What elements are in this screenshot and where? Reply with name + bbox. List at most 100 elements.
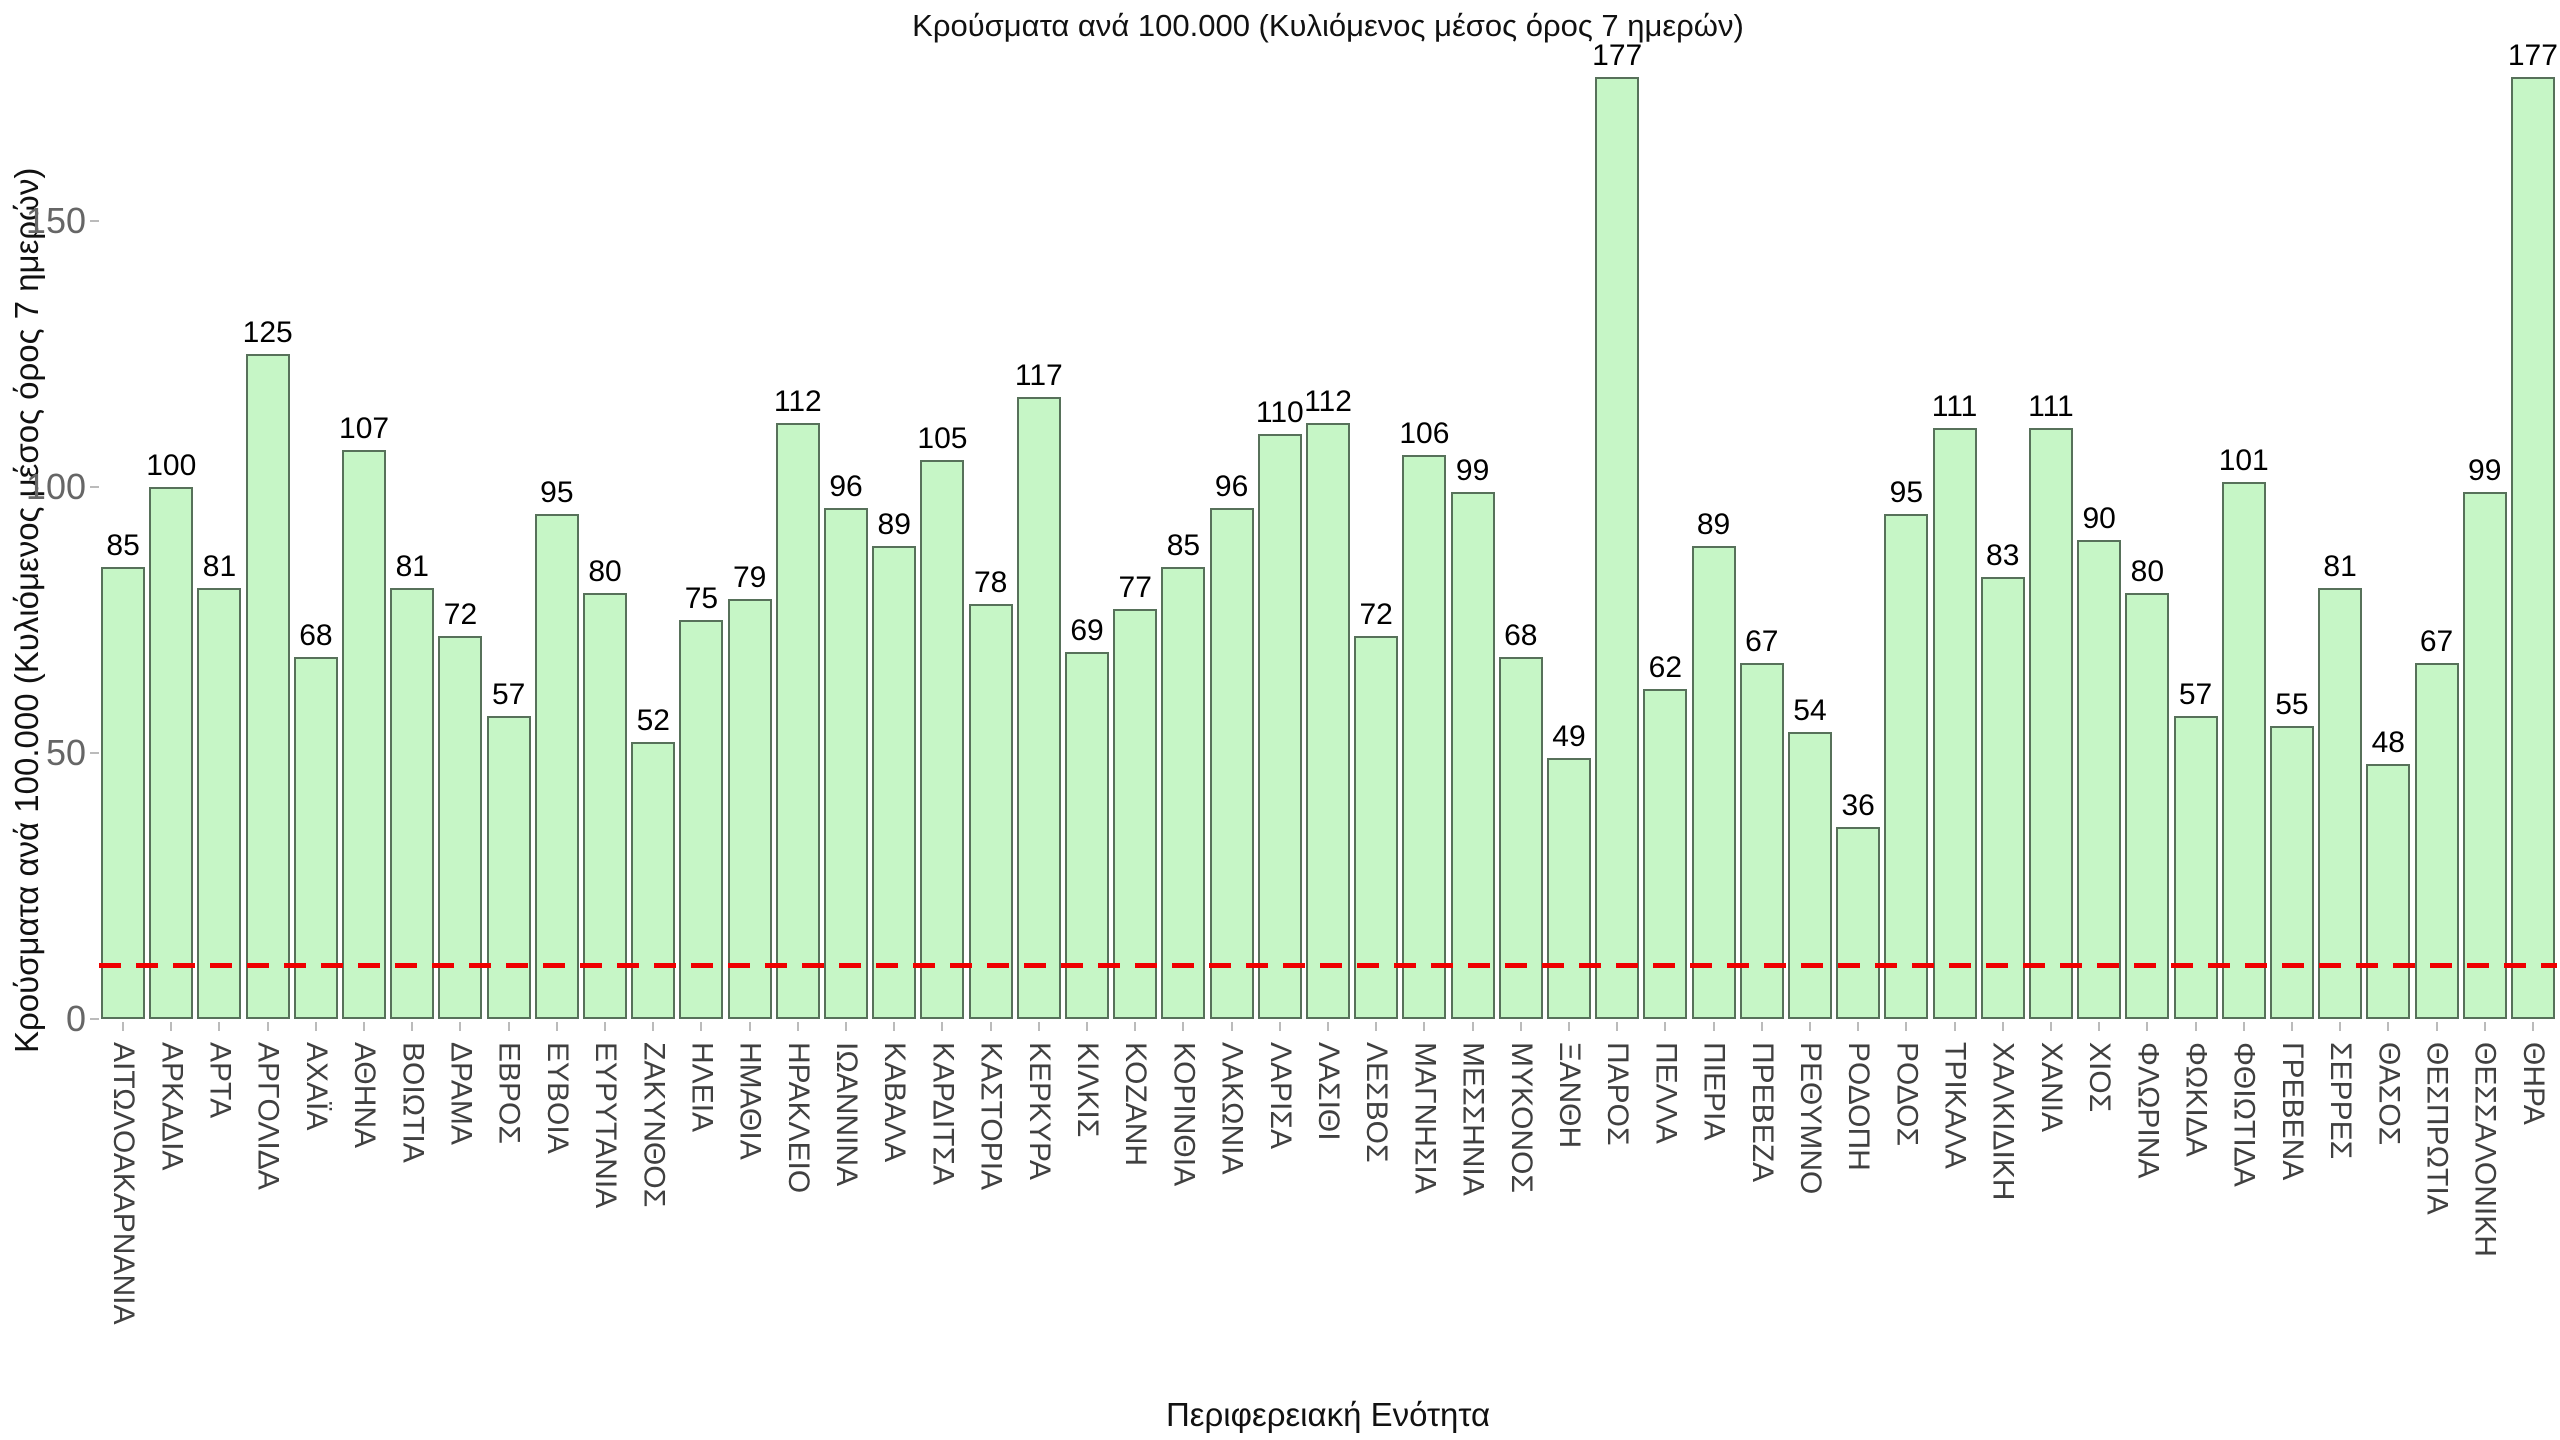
x-tick-label: ΦΘΙΩΤΙΔΑ [2227,1042,2261,1187]
x-tick-label: ΑΘΗΝΑ [348,1042,382,1149]
x-tick-label: ΠΑΡΟΣ [1601,1042,1635,1146]
bar [872,545,917,1019]
bar-value-label: 96 [1214,470,1249,504]
bar [1932,428,1977,1019]
x-tick-mark [1953,1022,1956,1031]
x-tick-mark [748,1022,751,1031]
x-tick-label: ΚΙΛΚΙΣ [1071,1042,1105,1138]
bar-value-label: 80 [2130,555,2165,589]
x-tick-mark [1808,1022,1811,1031]
x-tick-label: ΤΡΙΚΑΛΑ [1938,1042,1972,1169]
bar-value-label: 101 [2218,443,2269,477]
x-tick-mark [1182,1022,1185,1031]
bar-value-label: 125 [242,316,293,349]
bar-value-label: 49 [1552,720,1586,754]
y-tick-mark [90,220,99,222]
x-tick-label: ΘΕΣΣΑΛΟΝΙΚΗ [2468,1042,2502,1257]
x-tick-mark [845,1022,848,1031]
x-tick-mark [2483,1022,2486,1031]
x-tick-mark [507,1022,510,1031]
x-tick-mark [459,1022,462,1031]
bar-value-label: 85 [1166,528,1201,562]
x-tick-mark [2098,1022,2101,1031]
bar-value-label: 68 [299,619,333,653]
x-tick-mark [1519,1022,1522,1031]
x-tick-label: ΙΩΑΝΝΙΝΑ [830,1042,864,1187]
bar [101,566,146,1019]
x-tick-mark [1278,1022,1281,1031]
bar [2462,492,2507,1019]
bar-value-label: 95 [1889,475,1924,509]
bar-value-label: 72 [1359,597,1393,631]
x-tick-mark [1086,1022,1089,1031]
bar-value-label: 67 [2419,624,2454,658]
x-tick-label: ΕΥΡΥΤΑΝΙΑ [589,1042,623,1209]
x-tick-mark [2001,1022,2004,1031]
bar [1354,635,1399,1019]
bar [438,635,483,1019]
bar-value-label: 57 [491,677,526,711]
bar-value-label: 36 [1841,789,1875,823]
x-tick-label: ΧΙΟΣ [2083,1042,2117,1113]
bar [1836,827,1881,1019]
x-tick-mark [314,1022,317,1031]
x-tick-label: ΘΗΡΑ [2516,1042,2550,1125]
bar [1257,433,1302,1019]
x-tick-label: ΛΑΣΙΘΙ [1312,1042,1345,1141]
x-tick-label: ΧΑΛΚΙΔΙΚΗ [1986,1042,2020,1201]
x-tick-label: ΚΑΣΤΟΡΙΑ [974,1042,1008,1191]
bar [727,598,772,1019]
x-tick-mark [1616,1022,1619,1031]
x-tick-label: ΑΙΤΩΛΟΑΚΑΡΝΑΝΙΑ [107,1042,141,1325]
x-tick-mark [700,1022,703,1031]
y-tick-label: 100 [25,466,86,507]
bar [1113,609,1158,1019]
bar [486,715,531,1019]
x-tick-label: ΑΡΓΟΛΙΔΑ [251,1042,285,1190]
bar [824,508,869,1019]
bar [2173,715,2218,1019]
x-tick-label: ΦΩΚΙΔΑ [2179,1042,2213,1157]
y-tick-mark [90,752,99,754]
x-tick-mark [170,1022,173,1031]
bar-value-label: 99 [1455,454,1490,488]
bar [1787,731,1832,1019]
bar-value-label: 85 [106,528,140,562]
bar [2366,763,2411,1019]
x-tick-mark [941,1022,944,1031]
x-tick-label: ΦΛΩΡΙΝΑ [2131,1042,2165,1179]
bar [1161,566,1206,1019]
bar [1884,513,1929,1019]
x-tick-label: ΔΡΑΜΑ [444,1042,478,1145]
bar-value-label: 81 [395,550,429,584]
x-tick-label: ΜΥΚΟΝΟΣ [1504,1042,1538,1193]
x-tick-mark [1134,1022,1137,1031]
bar-value-label: 80 [588,555,622,589]
bar-value-label: 105 [917,422,968,456]
y-tick-label: 0 [65,998,86,1039]
x-tick-mark [1037,1022,1040,1031]
bar [679,620,724,1019]
x-tick-label: ΞΑΝΘΗ [1552,1042,1586,1149]
bar-value-label: 69 [1070,613,1104,647]
bar-value-label: 68 [1504,619,1538,653]
bar-value-label: 89 [1696,507,1731,541]
x-tick-mark [893,1022,896,1031]
bar-value-label: 78 [973,566,1008,600]
x-tick-mark [555,1022,558,1031]
y-tick-mark [90,486,99,488]
x-tick-mark [2435,1022,2438,1031]
x-tick-mark [1230,1022,1233,1031]
bar [775,423,820,1019]
x-tick-label: ΚΟΖΑΝΗ [1119,1042,1153,1167]
chart-title: Κρούσματα ανά 100.000 (Κυλιόμενος μέσος … [912,8,1744,43]
x-tick-label: ΡΟΔΟΣ [1890,1042,1924,1147]
bar-value-label: 106 [1399,417,1450,451]
bar [583,593,628,1019]
bar [1643,689,1688,1019]
bar-value-label: 111 [2028,390,2074,424]
x-tick-mark [2194,1022,2197,1031]
x-tick-label: ΧΑΝΙΑ [2034,1042,2068,1133]
bar-value-label: 112 [1304,385,1352,419]
x-tick-mark [266,1022,269,1031]
